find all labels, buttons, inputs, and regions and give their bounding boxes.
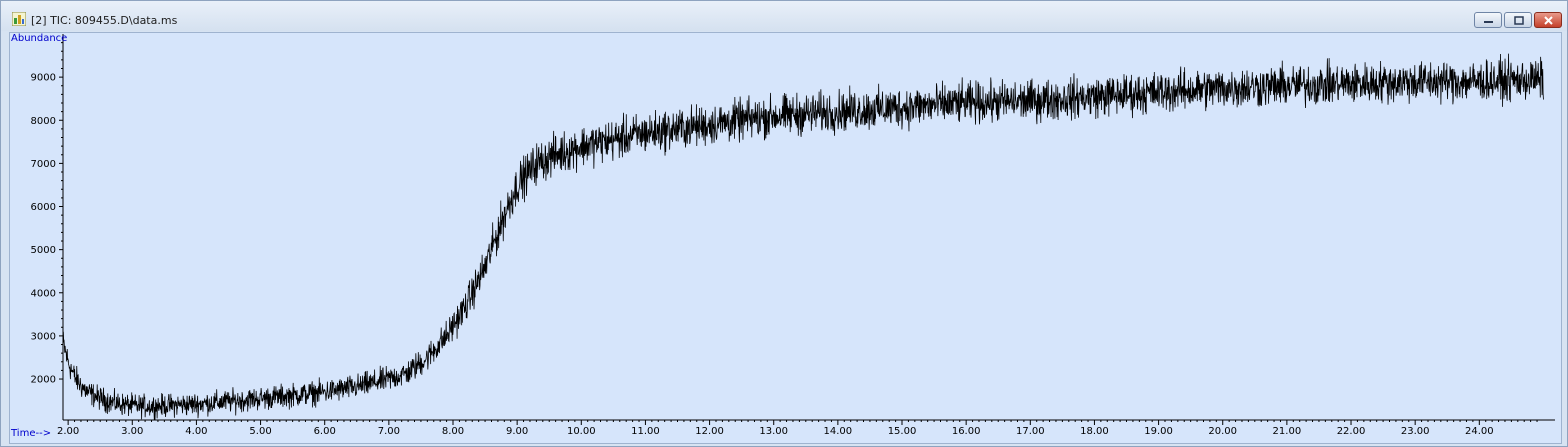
x-tick-label: 10.00 — [567, 426, 596, 437]
x-tick-label: 6.00 — [314, 426, 336, 437]
y-tick-label: 2000 — [31, 375, 56, 386]
x-tick-label: 3.00 — [121, 426, 143, 437]
x-tick-label: 13.00 — [759, 426, 788, 437]
x-axis-label: Time--> — [10, 428, 51, 439]
x-tick-label: 7.00 — [378, 426, 400, 437]
x-tick-label: 16.00 — [952, 426, 981, 437]
y-tick-label: 8000 — [31, 116, 56, 127]
chart-marks — [62, 53, 1544, 421]
minimize-icon — [1484, 21, 1493, 23]
x-tick-label: 15.00 — [888, 426, 917, 437]
x-tick-label: 5.00 — [249, 426, 271, 437]
title-bar[interactable]: [2] TIC: 809455.D\data.ms — [1, 1, 1567, 31]
x-tick-label: 2.00 — [57, 426, 79, 437]
x-tick-label: 20.00 — [1208, 426, 1237, 437]
tic-series-line — [62, 53, 1544, 421]
maximize-button[interactable] — [1504, 12, 1532, 28]
chromatogram-icon — [12, 12, 26, 26]
y-tick-label: 6000 — [31, 202, 56, 213]
x-tick-label: 11.00 — [631, 426, 660, 437]
chart-axes: 2000 3000 4000 5000 6000 7000 8000 9000 2.00 3.00… — [31, 34, 1555, 437]
x-tick-label: 4.00 — [185, 426, 207, 437]
x-tick-label: 12.00 — [695, 426, 724, 437]
x-tick-label: 8.00 — [442, 426, 464, 437]
x-tick-label: 14.00 — [824, 426, 853, 437]
x-tick-label: 24.00 — [1465, 426, 1494, 437]
y-axis-label: Abundance — [11, 33, 67, 44]
restore-icon — [1514, 16, 1524, 25]
y-tick-label: 3000 — [31, 331, 56, 342]
window-title: [2] TIC: 809455.D\data.ms — [31, 14, 178, 27]
tic-chart[interactable]: 2000 3000 4000 5000 6000 7000 8000 9000 2.00 3.00… — [8, 31, 1561, 443]
x-tick-label: 23.00 — [1401, 426, 1430, 437]
y-tick-label: 9000 — [31, 73, 56, 84]
x-tick-label: 21.00 — [1273, 426, 1302, 437]
minimize-button[interactable] — [1474, 12, 1502, 28]
x-tick-label: 19.00 — [1144, 426, 1173, 437]
y-tick-label: 7000 — [31, 159, 56, 170]
y-tick-label: 5000 — [31, 245, 56, 256]
x-tick-label: 18.00 — [1080, 426, 1109, 437]
x-tick-label: 22.00 — [1337, 426, 1366, 437]
x-tick-label: 17.00 — [1016, 426, 1045, 437]
x-tick-label: 9.00 — [506, 426, 528, 437]
close-button[interactable] — [1534, 12, 1562, 28]
close-icon — [1544, 16, 1553, 25]
y-tick-label: 4000 — [31, 288, 56, 299]
